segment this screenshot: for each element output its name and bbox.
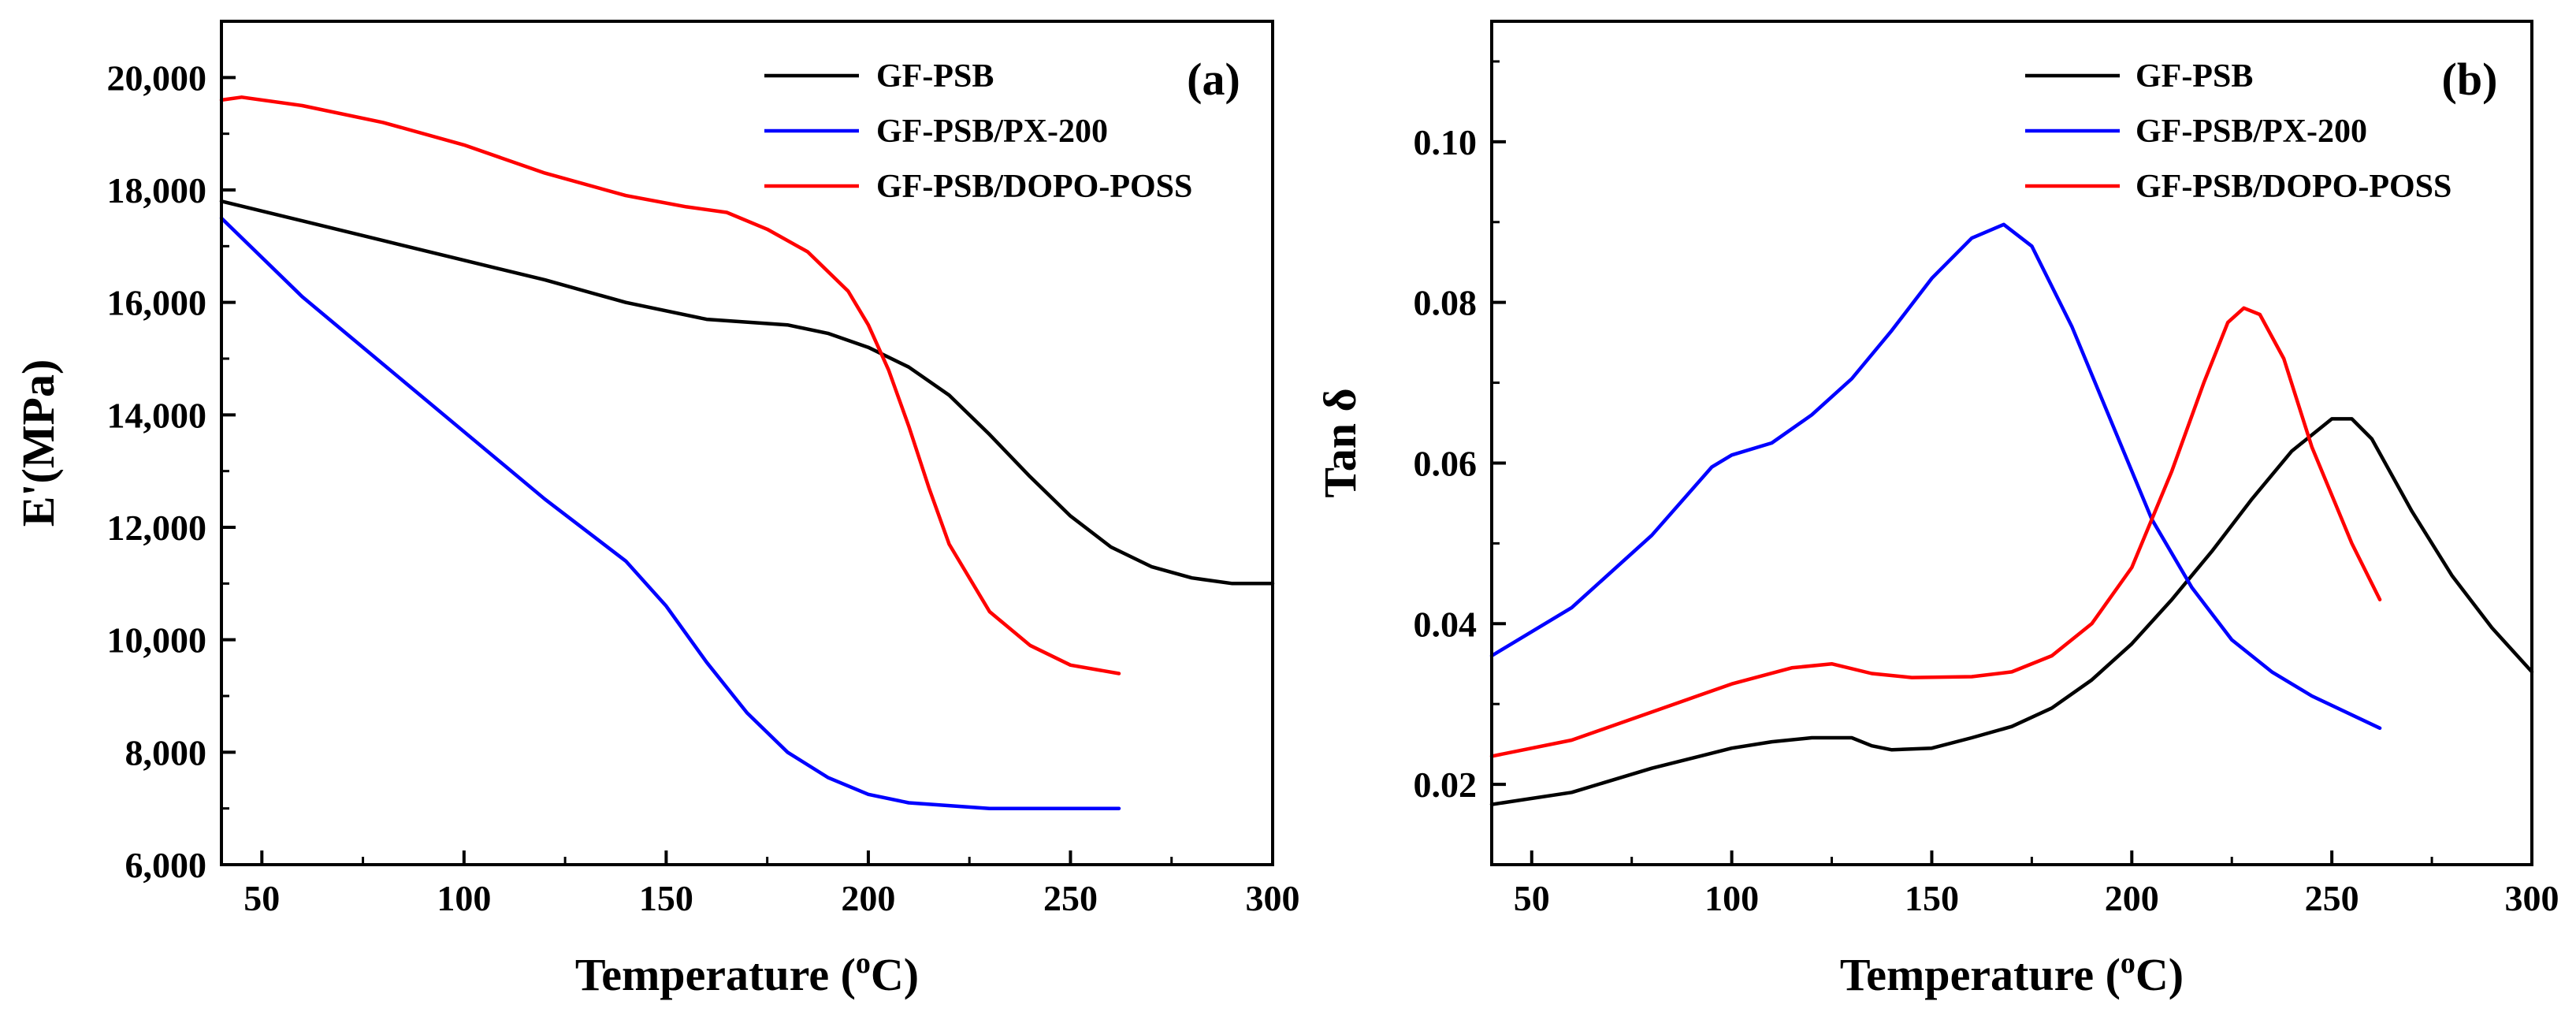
x-tick-label: 250: [1043, 878, 1098, 918]
y-tick-label: 16,000: [107, 283, 207, 323]
panel-a-x-axis-title-main: Temperature (: [575, 949, 856, 1000]
panel-b-series-group: [1489, 222, 2534, 806]
y-tick-label: 6,000: [125, 845, 207, 885]
y-tick-label: 14,000: [107, 395, 207, 435]
x-tick-label: 150: [639, 878, 693, 918]
panel-a-x-axis-title-superscript: o: [856, 947, 871, 980]
x-tick-label: 200: [841, 878, 895, 918]
legend-label: GF-PSB: [876, 58, 994, 95]
panel-a-legend: GF-PSB GF-PSB/PX-200 GF-PSB/DOPO-POSS: [764, 58, 1192, 205]
x-tick-label: 50: [1514, 878, 1550, 918]
legend-label: GF-PSB/PX-200: [876, 114, 1108, 150]
panel-a-ticks: [221, 20, 1274, 866]
legend-label: GF-PSB/DOPO-POSS: [2136, 169, 2451, 205]
x-tick-label: 300: [2505, 878, 2559, 918]
series-line-gf-psb: [219, 199, 1275, 586]
x-tick-label: 100: [1704, 878, 1759, 918]
panel-a-plot-frame: [220, 20, 1274, 866]
legend-label: GF-PSB/DOPO-POSS: [876, 169, 1192, 205]
legend-label: GF-PSB: [2136, 58, 2253, 95]
panel-a-x-axis-title: Temperature (oC): [575, 947, 919, 1000]
y-tick-label: 18,000: [107, 170, 207, 210]
panel-a-y-axis-title: E'(MPa): [13, 359, 64, 527]
x-tick-label: 200: [2105, 878, 2159, 918]
series-line-gf-psb-dopo-poss: [219, 95, 1121, 675]
x-tick-label: 300: [1246, 878, 1300, 918]
y-tick-label: 20,000: [107, 58, 207, 98]
panel-b-x-axis-title: Temperature (oC): [1840, 947, 2184, 1000]
x-tick-label: 150: [1905, 878, 1959, 918]
y-tick-label: 8,000: [125, 732, 207, 772]
y-tick-label: 0.02: [1414, 765, 1478, 805]
series-line-gf-psb-px-200: [1489, 222, 2382, 731]
y-tick-label: 0.10: [1414, 122, 1478, 162]
panel-b-x-axis-title-end: C): [2136, 949, 2184, 1000]
panel-b-label: (b): [2442, 54, 2498, 105]
panel-b-x-axis-title-main: Temperature (: [1840, 949, 2121, 1000]
y-tick-label: 0.06: [1414, 443, 1478, 483]
panel-a-storage-modulus: 50 100 150 200 250 300 6,000 8,000 10,000 12,000 1…: [13, 20, 1300, 1000]
panel-b-tick-labels: 50 100 150 200 250 300 0.02 0.04 0.06 0.08 0.10: [1414, 122, 2559, 918]
panel-b-tan-delta: 50 100 150 200 250 300 0.02 0.04 0.06 0.08 0.10 Ta…: [1314, 20, 2559, 1000]
panel-b-y-axis-title: Tan δ: [1314, 388, 1366, 497]
x-tick-label: 50: [243, 878, 280, 918]
series-line-gf-psb-dopo-poss: [1489, 306, 2382, 758]
panel-a-label: (a): [1187, 54, 1240, 105]
panel-b-x-axis-title-superscript: o: [2121, 947, 2136, 980]
y-tick-label: 12,000: [107, 508, 207, 548]
series-line-gf-psb: [1489, 417, 2534, 806]
legend-label: GF-PSB/PX-200: [2136, 114, 2367, 150]
x-tick-label: 100: [437, 878, 491, 918]
panel-b-ticks: [1492, 60, 2533, 866]
panel-a-x-axis-title-end: C): [871, 949, 919, 1000]
panel-a-series-group: [219, 95, 1275, 810]
y-tick-label: 0.04: [1414, 604, 1478, 644]
y-tick-label: 0.08: [1414, 283, 1478, 323]
x-tick-label: 250: [2305, 878, 2359, 918]
y-tick-label: 10,000: [107, 620, 207, 661]
panel-b-plot-frame: [1490, 20, 2533, 866]
panel-a-tick-labels: 50 100 150 200 250 300 6,000 8,000 10,000 12,000 1…: [107, 58, 1300, 918]
series-line-gf-psb-px-200: [219, 216, 1121, 810]
panel-b-legend: GF-PSB GF-PSB/PX-200 GF-PSB/DOPO-POSS: [2025, 58, 2451, 205]
